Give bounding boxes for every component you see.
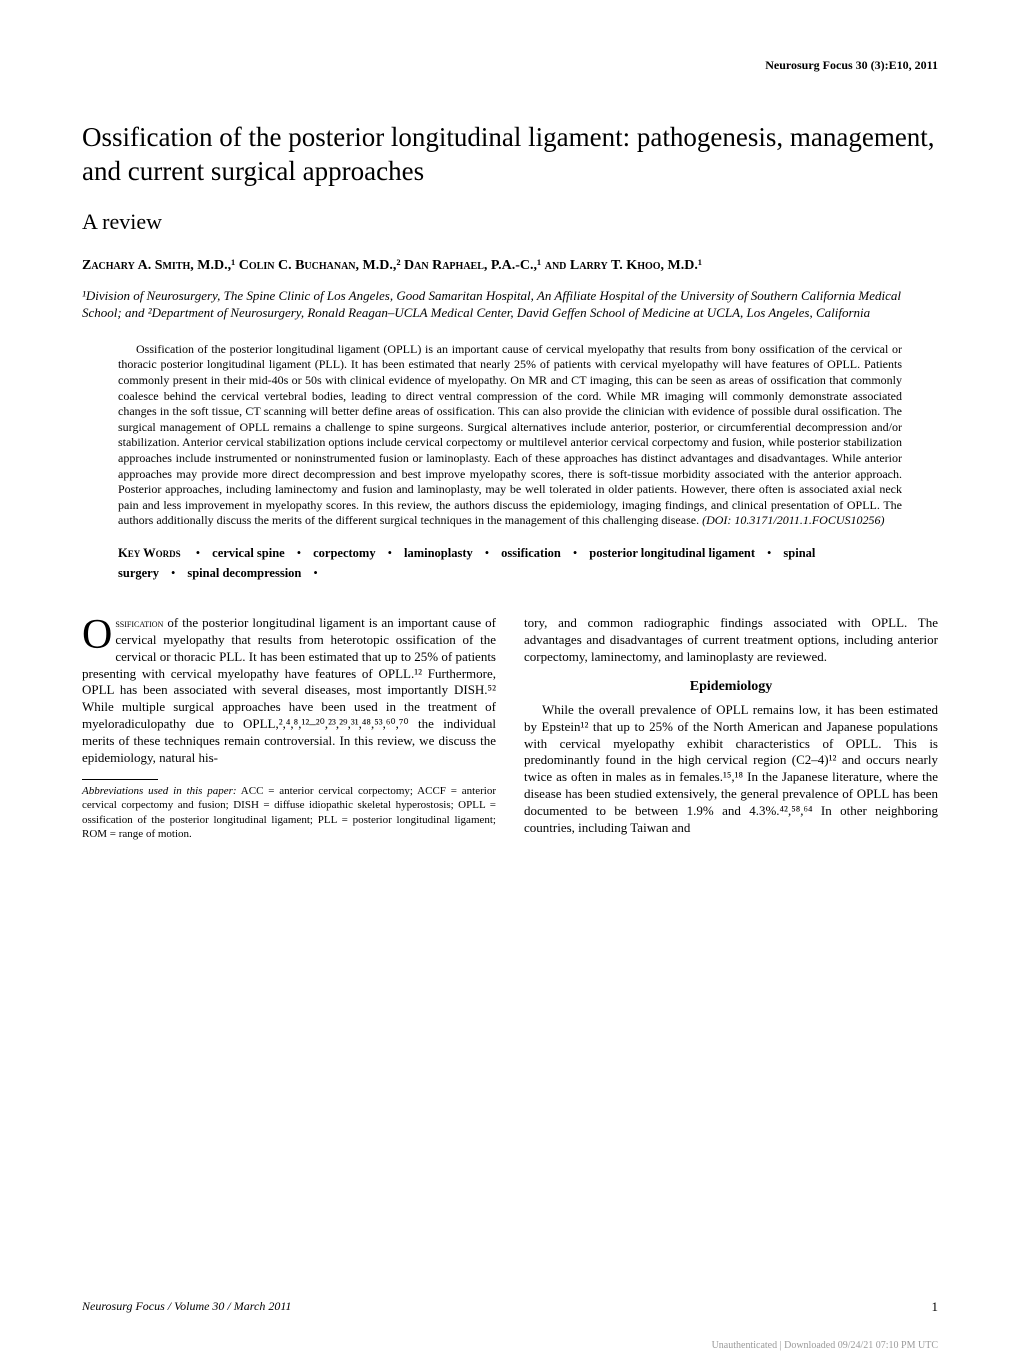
page-footer: Neurosurg Focus / Volume 30 / March 2011… (82, 1299, 938, 1315)
intro-text: of the posterior longitudinal ligament i… (82, 615, 496, 765)
footer-journal-line: Neurosurg Focus / Volume 30 / March 2011 (82, 1299, 291, 1315)
body-columns: Ossification of the posterior longitudin… (82, 615, 938, 841)
section-heading-epidemiology: Epidemiology (524, 678, 938, 696)
abbreviations-footnote: Abbreviations used in this paper: ACC = … (82, 784, 496, 841)
download-footer: Unauthenticated | Downloaded 09/24/21 07… (712, 1340, 938, 1351)
body-paragraph-intro: Ossification of the posterior longitudin… (82, 615, 496, 767)
article-title: Ossification of the posterior longitudin… (82, 121, 938, 189)
affiliations: ¹Division of Neurosurgery, The Spine Cli… (82, 287, 938, 322)
column-left: Ossification of the posterior longitudin… (82, 615, 496, 841)
authors-line: Zachary A. Smith, M.D.,¹ Colin C. Buchan… (82, 257, 938, 275)
dropcap: O (82, 615, 115, 652)
keywords-label: Key Words (118, 546, 181, 560)
body-paragraph-continuation: tory, and common radiographic findings a… (524, 615, 938, 666)
footnote-divider (82, 779, 158, 780)
abstract-block: Ossification of the posterior longitudin… (118, 342, 902, 529)
article-subtitle: A review (82, 209, 938, 235)
keywords-block: Key Words •cervical spine•corpectomy•lam… (118, 543, 902, 583)
footnote-label: Abbreviations used in this paper: (82, 785, 237, 797)
body-paragraph-epidemiology: While the overall prevalence of OPLL rem… (524, 702, 938, 837)
doi-text: (DOI: 10.3171/2011.1.FOCUS10256) (702, 513, 884, 527)
smallcaps-lead: ssification (115, 616, 163, 630)
journal-header: Neurosurg Focus 30 (3):E10, 2011 (82, 58, 938, 73)
keywords-terms: •cervical spine•corpectomy•laminoplasty•… (118, 546, 815, 580)
abstract-text: Ossification of the posterior longitudin… (118, 342, 902, 528)
footer-page-number: 1 (932, 1299, 939, 1315)
column-right: tory, and common radiographic findings a… (524, 615, 938, 841)
